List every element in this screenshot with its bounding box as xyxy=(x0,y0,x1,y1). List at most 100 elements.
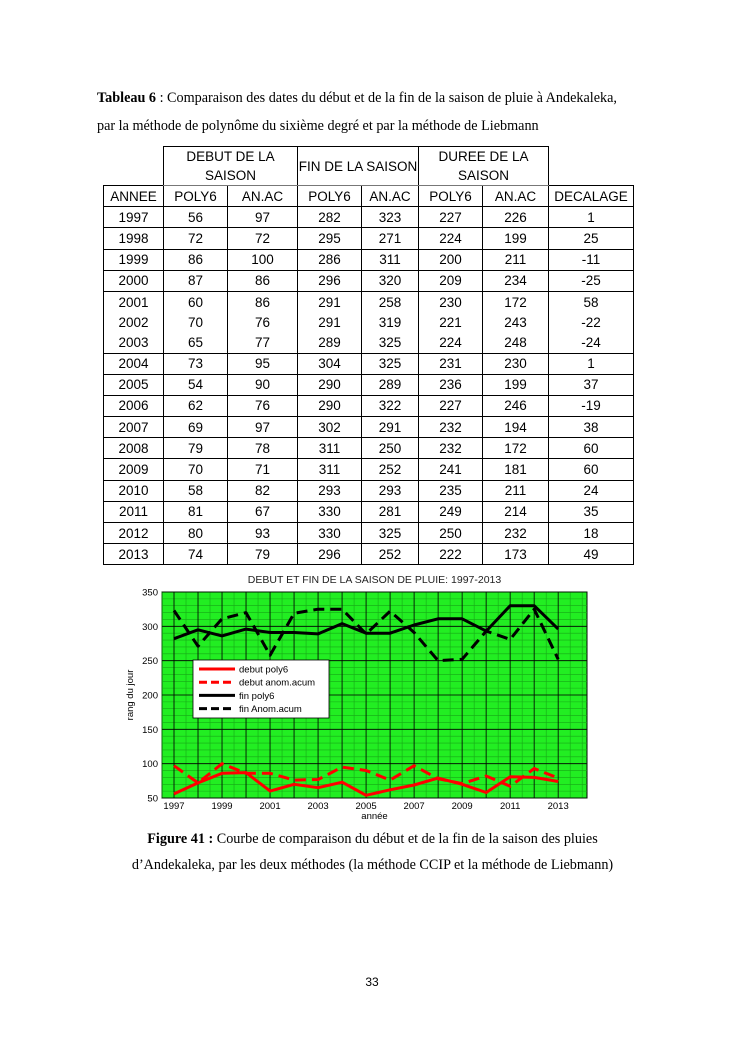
table-cell: 291 xyxy=(361,416,419,439)
table-cell: 325 xyxy=(361,521,419,545)
table-cell: 330 xyxy=(297,500,362,524)
table-cell: 302 xyxy=(297,416,362,439)
table-row: 2004 73 95 304 325 231 230 1 xyxy=(103,352,634,375)
season-chart: DEBUT ET FIN DE LA SAISON DE PLUIE: 1997… xyxy=(125,574,588,820)
table-cell: -11 xyxy=(548,248,634,271)
table-cell: 93 xyxy=(227,521,298,545)
table-cell: 97 xyxy=(227,206,298,229)
table-cell: 79 xyxy=(163,437,228,460)
table-cell: 58 xyxy=(163,479,228,502)
table-cell: 227 xyxy=(418,206,483,229)
table-cell: -19 xyxy=(548,394,634,418)
table-cell: 250 xyxy=(418,521,483,545)
table-cell: 194 xyxy=(482,416,549,439)
table-cell: 76 xyxy=(227,394,298,418)
table-column-header: AN.AC xyxy=(361,184,419,208)
table-cell: 214 xyxy=(482,500,549,524)
table-cell: 82 xyxy=(227,479,298,502)
table-column-header: POLY6 xyxy=(297,184,362,208)
table-cell: 58 xyxy=(548,290,634,313)
table-row: 2009 70 71 311 252 241 181 60 xyxy=(103,458,634,481)
table-cell: 319 xyxy=(361,312,419,333)
table-cell: 243 xyxy=(482,312,549,333)
table-cell: 289 xyxy=(361,373,419,396)
table-row: 2001 60 86 291 258 230 172 58 xyxy=(103,290,634,313)
table-cell: 81 xyxy=(163,500,228,524)
table-cell: 311 xyxy=(361,248,419,271)
table-cell: 172 xyxy=(482,437,549,460)
table-cell: 232 xyxy=(418,416,483,439)
table-cell: 235 xyxy=(418,479,483,502)
table-cell: 330 xyxy=(297,521,362,545)
table-cell: 246 xyxy=(482,394,549,418)
y-tick-label: 250 xyxy=(142,656,158,667)
table-cell: 1997 xyxy=(103,206,164,229)
table-cell: 172 xyxy=(482,290,549,313)
table-cell: 221 xyxy=(418,312,483,333)
table-cell: 1999 xyxy=(103,248,164,271)
table-cell: 70 xyxy=(163,458,228,481)
table-row: 2012 80 93 330 325 250 232 18 xyxy=(103,521,634,545)
table-cell: 252 xyxy=(361,458,419,481)
x-tick-label: 2013 xyxy=(548,801,569,812)
table-row: 2006 62 76 290 322 227 246 -19 xyxy=(103,394,634,418)
table-cell: 286 xyxy=(297,248,362,271)
table-cell: 2013 xyxy=(103,543,164,566)
y-tick-label: 350 xyxy=(142,588,158,599)
table-cell: 2006 xyxy=(103,394,164,418)
table-row: 2003 65 77 289 325 224 248 -24 xyxy=(103,332,634,354)
table-cell: 65 xyxy=(163,332,228,354)
table-cell: 282 xyxy=(297,206,362,229)
table-row: 2010 58 82 293 293 235 211 24 xyxy=(103,479,634,502)
table-cell: 73 xyxy=(163,352,228,375)
table-cell: 62 xyxy=(163,394,228,418)
table-cell: 60 xyxy=(548,458,634,481)
x-tick-label: 2007 xyxy=(404,801,425,812)
table-cell: 79 xyxy=(227,543,298,566)
figure-caption-text: Courbe de comparaison du début et de la … xyxy=(213,831,598,847)
table-cell: 77 xyxy=(227,332,298,354)
legend-label: fin Anom.acum xyxy=(239,704,302,715)
table-cell: 86 xyxy=(163,248,228,271)
y-axis-label: rang du jour xyxy=(125,670,136,721)
table-cell: 199 xyxy=(482,373,549,396)
table-cell: 37 xyxy=(548,373,634,396)
table-cell: 236 xyxy=(418,373,483,396)
table-cell: 222 xyxy=(418,543,483,566)
table-cell: 60 xyxy=(548,437,634,460)
table-cell: 281 xyxy=(361,500,419,524)
table-cell: 293 xyxy=(297,479,362,502)
y-tick-label: 300 xyxy=(142,622,158,633)
table-cell: 1998 xyxy=(103,227,164,250)
table-cell: 227 xyxy=(418,394,483,418)
series-line-1 xyxy=(173,771,559,797)
comparison-table: DEBUT DE LA SAISON FIN DE LA SAISON DUREE … xyxy=(103,146,634,566)
series-line-2 xyxy=(173,762,559,788)
table-row: 2005 54 90 290 289 236 199 37 xyxy=(103,373,634,396)
table-cell: 72 xyxy=(163,227,228,250)
table-cell: 249 xyxy=(418,500,483,524)
y-tick-label: 200 xyxy=(142,691,158,702)
table-cell: 290 xyxy=(297,394,362,418)
legend-label: debut poly6 xyxy=(239,665,288,676)
x-tick-label: 2001 xyxy=(259,801,280,812)
table-cell: 181 xyxy=(482,458,549,481)
table-cell: 296 xyxy=(297,269,362,292)
table-cell: 199 xyxy=(482,227,549,250)
table-cell: -22 xyxy=(548,312,634,333)
table-cell: 1 xyxy=(548,206,634,229)
table-cell: 295 xyxy=(297,227,362,250)
table-cell: 25 xyxy=(548,227,634,250)
y-tick-label: 50 xyxy=(147,794,158,805)
table-cell: 293 xyxy=(361,479,419,502)
table-cell: 291 xyxy=(297,312,362,333)
table-cell: 232 xyxy=(482,521,549,545)
table-row: 2011 81 67 330 281 249 214 35 xyxy=(103,500,634,524)
table-cell: 80 xyxy=(163,521,228,545)
table-cell: 325 xyxy=(361,352,419,375)
table-group-header: DEBUT DE LA SAISON xyxy=(163,146,298,186)
table-row: 1998 72 72 295 271 224 199 25 xyxy=(103,227,634,250)
table-cell: 224 xyxy=(418,227,483,250)
table-cell: 2007 xyxy=(103,416,164,439)
table-cell: 231 xyxy=(418,352,483,375)
